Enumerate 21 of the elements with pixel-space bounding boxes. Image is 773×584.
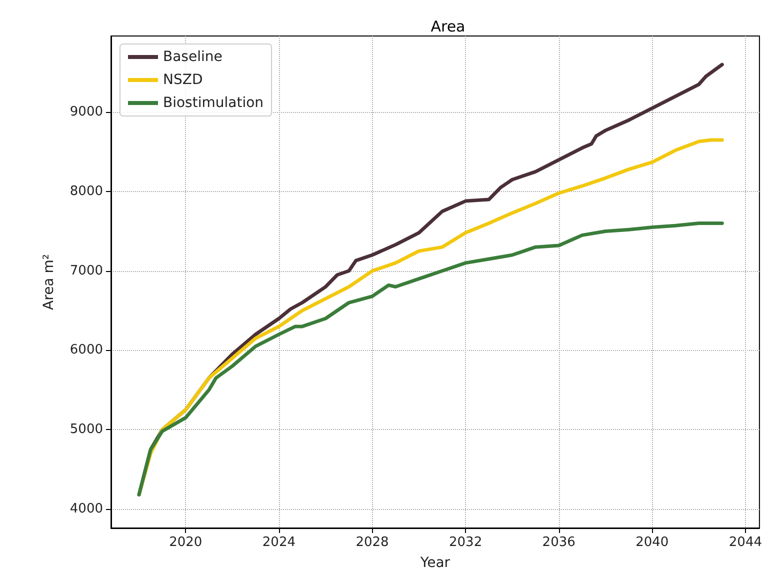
x-tick-label: 2024 [262,535,296,550]
line-series [137,222,724,496]
y-tick-label: 5000 [70,422,103,438]
legend-label: Baseline [163,49,222,65]
y-tick-label: 9000 [70,104,103,120]
legend-label: Biostimulation [163,95,264,111]
y-tick-label: 4000 [70,501,103,516]
x-tick-label: 2040 [636,535,669,550]
chart-title: Area [430,18,466,36]
y-tick-label: 8000 [70,184,103,200]
y-tick-label: 7000 [70,263,103,278]
x-tick-label: 2032 [449,535,482,550]
y-tick-label: 6000 [70,342,103,358]
x-tick-label: 2028 [356,535,389,550]
x-tick-label: 2044 [728,535,762,550]
x-tick-label: 2020 [169,535,202,550]
x-tick-label: 2036 [542,535,576,550]
y-axis-title: Area m² [41,254,57,310]
legend-label: NSZD [163,72,203,88]
x-axis-title: Year [419,555,450,571]
line-series [137,138,724,496]
